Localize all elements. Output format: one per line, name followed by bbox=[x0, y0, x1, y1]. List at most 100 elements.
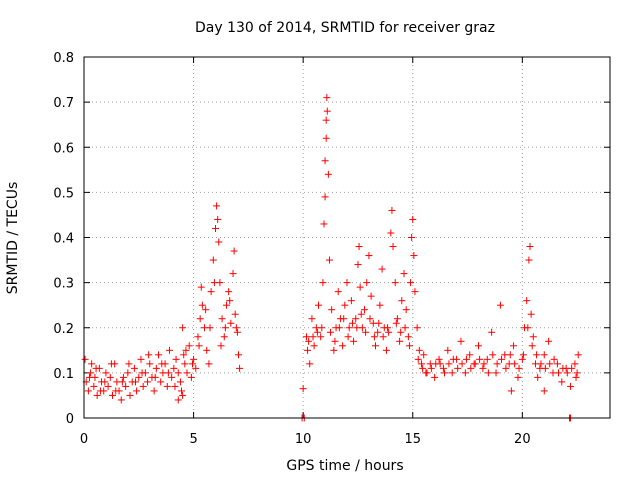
data-point bbox=[348, 319, 356, 327]
data-point bbox=[179, 391, 187, 399]
data-point bbox=[325, 256, 333, 264]
data-point bbox=[567, 382, 575, 390]
data-point bbox=[384, 324, 392, 332]
data-point bbox=[171, 382, 179, 390]
data-point bbox=[112, 387, 120, 395]
data-point bbox=[192, 364, 200, 372]
data-point bbox=[118, 378, 126, 386]
data-point bbox=[344, 333, 352, 341]
data-point bbox=[479, 364, 487, 372]
data-point bbox=[170, 364, 178, 372]
y-axis: 0 0.1 0.2 0.3 0.4 0.5 0.6 0.7 0.8 bbox=[53, 51, 610, 427]
data-point bbox=[525, 256, 533, 264]
data-point bbox=[396, 337, 404, 345]
data-point bbox=[87, 369, 95, 377]
data-point bbox=[327, 328, 335, 336]
data-point bbox=[357, 310, 365, 318]
data-point bbox=[155, 351, 163, 359]
data-point bbox=[392, 319, 400, 327]
data-point bbox=[458, 360, 466, 368]
data-point bbox=[176, 378, 184, 386]
data-point bbox=[553, 360, 561, 368]
data-point bbox=[317, 333, 325, 341]
data-point bbox=[571, 360, 579, 368]
data-point bbox=[449, 355, 457, 363]
data-point bbox=[190, 355, 198, 363]
data-point bbox=[157, 378, 165, 386]
data-point bbox=[137, 355, 145, 363]
data-point bbox=[413, 324, 421, 332]
data-point bbox=[84, 387, 92, 395]
data-point bbox=[231, 310, 239, 318]
data-point bbox=[515, 364, 523, 372]
data-point bbox=[534, 373, 542, 381]
data-point bbox=[135, 373, 143, 381]
data-point bbox=[194, 333, 202, 341]
data-point bbox=[476, 355, 484, 363]
data-point bbox=[572, 373, 580, 381]
data-point bbox=[319, 279, 327, 287]
data-point bbox=[108, 391, 116, 399]
x-tick-label: 5 bbox=[189, 432, 197, 447]
data-point bbox=[411, 288, 419, 296]
data-point bbox=[391, 279, 399, 287]
y-axis-label: SRMTID / TECUs bbox=[5, 182, 21, 295]
data-point bbox=[550, 355, 558, 363]
data-point bbox=[188, 360, 196, 368]
data-point bbox=[178, 387, 186, 395]
data-point bbox=[407, 279, 415, 287]
data-point bbox=[183, 369, 191, 377]
data-point bbox=[398, 297, 406, 305]
data-point bbox=[361, 306, 369, 314]
x-tick-label: 15 bbox=[404, 432, 421, 447]
data-point bbox=[574, 351, 582, 359]
data-point bbox=[420, 351, 428, 359]
data-point bbox=[427, 364, 435, 372]
x-tick-label: 20 bbox=[514, 432, 531, 447]
data-point bbox=[158, 360, 166, 368]
data-point bbox=[414, 355, 422, 363]
data-point bbox=[363, 279, 371, 287]
data-point bbox=[220, 333, 228, 341]
data-point bbox=[139, 382, 147, 390]
data-point bbox=[507, 387, 515, 395]
data-point bbox=[466, 351, 474, 359]
data-point bbox=[206, 324, 214, 332]
data-point bbox=[431, 373, 439, 381]
y-tick-label: 0.5 bbox=[53, 186, 74, 201]
data-point bbox=[467, 364, 475, 372]
data-point bbox=[85, 373, 93, 381]
data-point bbox=[347, 297, 355, 305]
data-point bbox=[182, 346, 190, 354]
data-point bbox=[207, 288, 215, 296]
data-point bbox=[122, 382, 130, 390]
data-point bbox=[492, 369, 500, 377]
points bbox=[81, 94, 582, 422]
data-point bbox=[227, 319, 235, 327]
data-point bbox=[144, 378, 152, 386]
data-point bbox=[488, 328, 496, 336]
data-point bbox=[540, 387, 548, 395]
data-point bbox=[436, 360, 444, 368]
data-point bbox=[212, 224, 219, 232]
data-point bbox=[215, 238, 223, 246]
data-point bbox=[126, 391, 134, 399]
data-point bbox=[439, 364, 447, 372]
data-point bbox=[306, 360, 314, 368]
data-point bbox=[418, 360, 426, 368]
data-point bbox=[397, 328, 405, 336]
data-point bbox=[174, 369, 182, 377]
data-point bbox=[519, 351, 527, 359]
data-point bbox=[404, 333, 412, 341]
data-point bbox=[506, 351, 514, 359]
data-point bbox=[405, 342, 413, 350]
data-point bbox=[444, 346, 452, 354]
data-point bbox=[132, 378, 140, 386]
data-point bbox=[445, 360, 453, 368]
data-point bbox=[523, 297, 531, 305]
data-point bbox=[415, 346, 423, 354]
data-point bbox=[185, 342, 193, 350]
data-point bbox=[197, 283, 205, 291]
data-point bbox=[330, 346, 338, 354]
